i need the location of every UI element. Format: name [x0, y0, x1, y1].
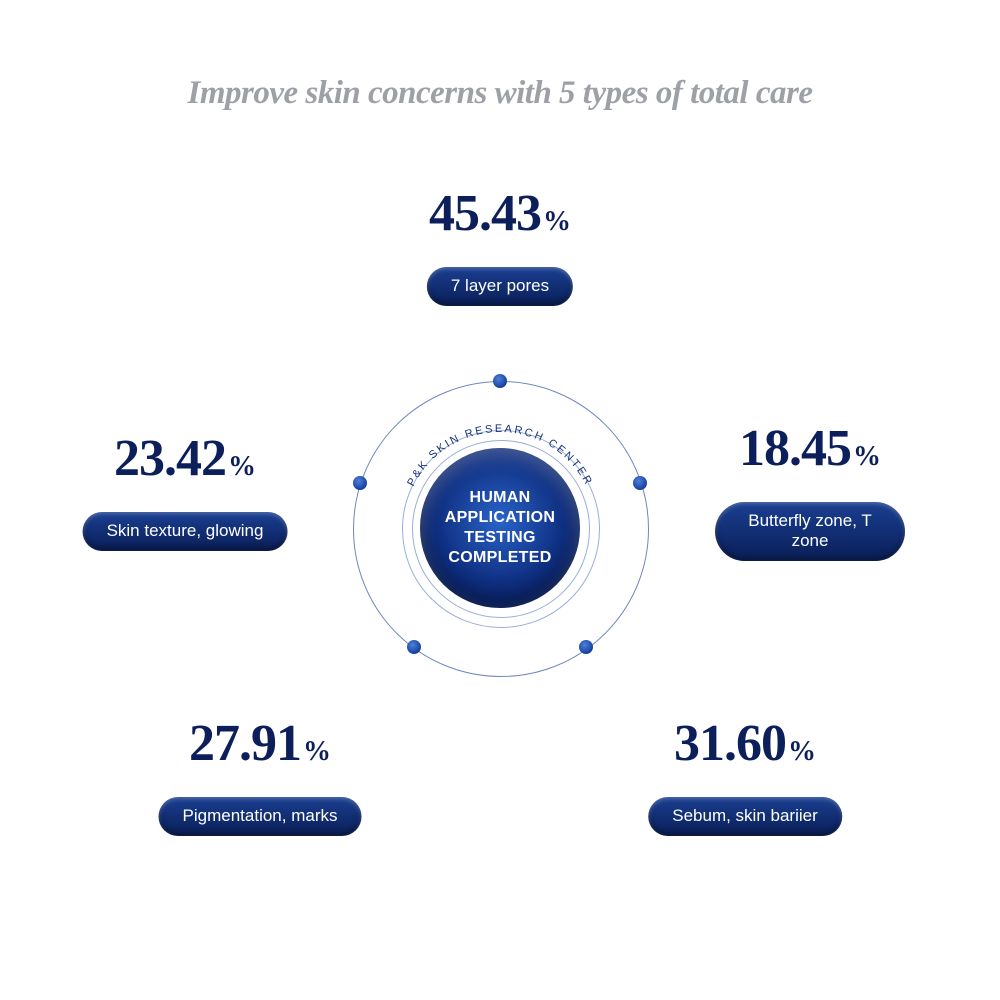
- orbit-dot: [407, 640, 421, 654]
- headline: Improve skin concerns with 5 types of to…: [0, 75, 1000, 112]
- stat-top: 45.43% 7 layer pores: [427, 184, 573, 306]
- stat-value: 18.45%: [715, 419, 905, 478]
- stat-label-pill: Sebum, skin bariier: [648, 797, 842, 836]
- stat-unit: %: [228, 451, 256, 482]
- badge-core: HUMANAPPLICATIONTESTINGCOMPLETED: [420, 448, 580, 608]
- stat-bottom-right: 31.60% Sebum, skin bariier: [648, 714, 842, 836]
- stat-number: 31.60: [674, 715, 786, 772]
- stat-number: 23.42: [114, 430, 226, 487]
- stat-number: 18.45: [739, 420, 851, 477]
- orbit-dot: [493, 374, 507, 388]
- stat-number: 45.43: [429, 185, 541, 242]
- stat-bottom-left: 27.91% Pigmentation, marks: [159, 714, 362, 836]
- stat-left: 23.42% Skin texture, glowing: [83, 429, 288, 551]
- stat-unit: %: [543, 206, 571, 237]
- stat-right: 18.45% Butterfly zone, T zone: [715, 419, 905, 561]
- stat-value: 23.42%: [83, 429, 288, 488]
- stat-value: 31.60%: [648, 714, 842, 773]
- stat-label-pill: Butterfly zone, T zone: [715, 502, 905, 561]
- stat-value: 45.43%: [427, 184, 573, 243]
- orbit-dot: [353, 476, 367, 490]
- stat-label-pill: Pigmentation, marks: [159, 797, 362, 836]
- orbit-dot: [633, 476, 647, 490]
- infographic-canvas: Improve skin concerns with 5 types of to…: [0, 0, 1000, 1000]
- stat-value: 27.91%: [159, 714, 362, 773]
- stat-unit: %: [303, 736, 331, 767]
- badge-core-text: HUMANAPPLICATIONTESTINGCOMPLETED: [445, 488, 556, 568]
- stat-label-pill: 7 layer pores: [427, 267, 573, 306]
- orbit-dot: [579, 640, 593, 654]
- stat-number: 27.91: [189, 715, 301, 772]
- stat-unit: %: [853, 441, 881, 472]
- stat-label-pill: Skin texture, glowing: [83, 512, 288, 551]
- stat-unit: %: [788, 736, 816, 767]
